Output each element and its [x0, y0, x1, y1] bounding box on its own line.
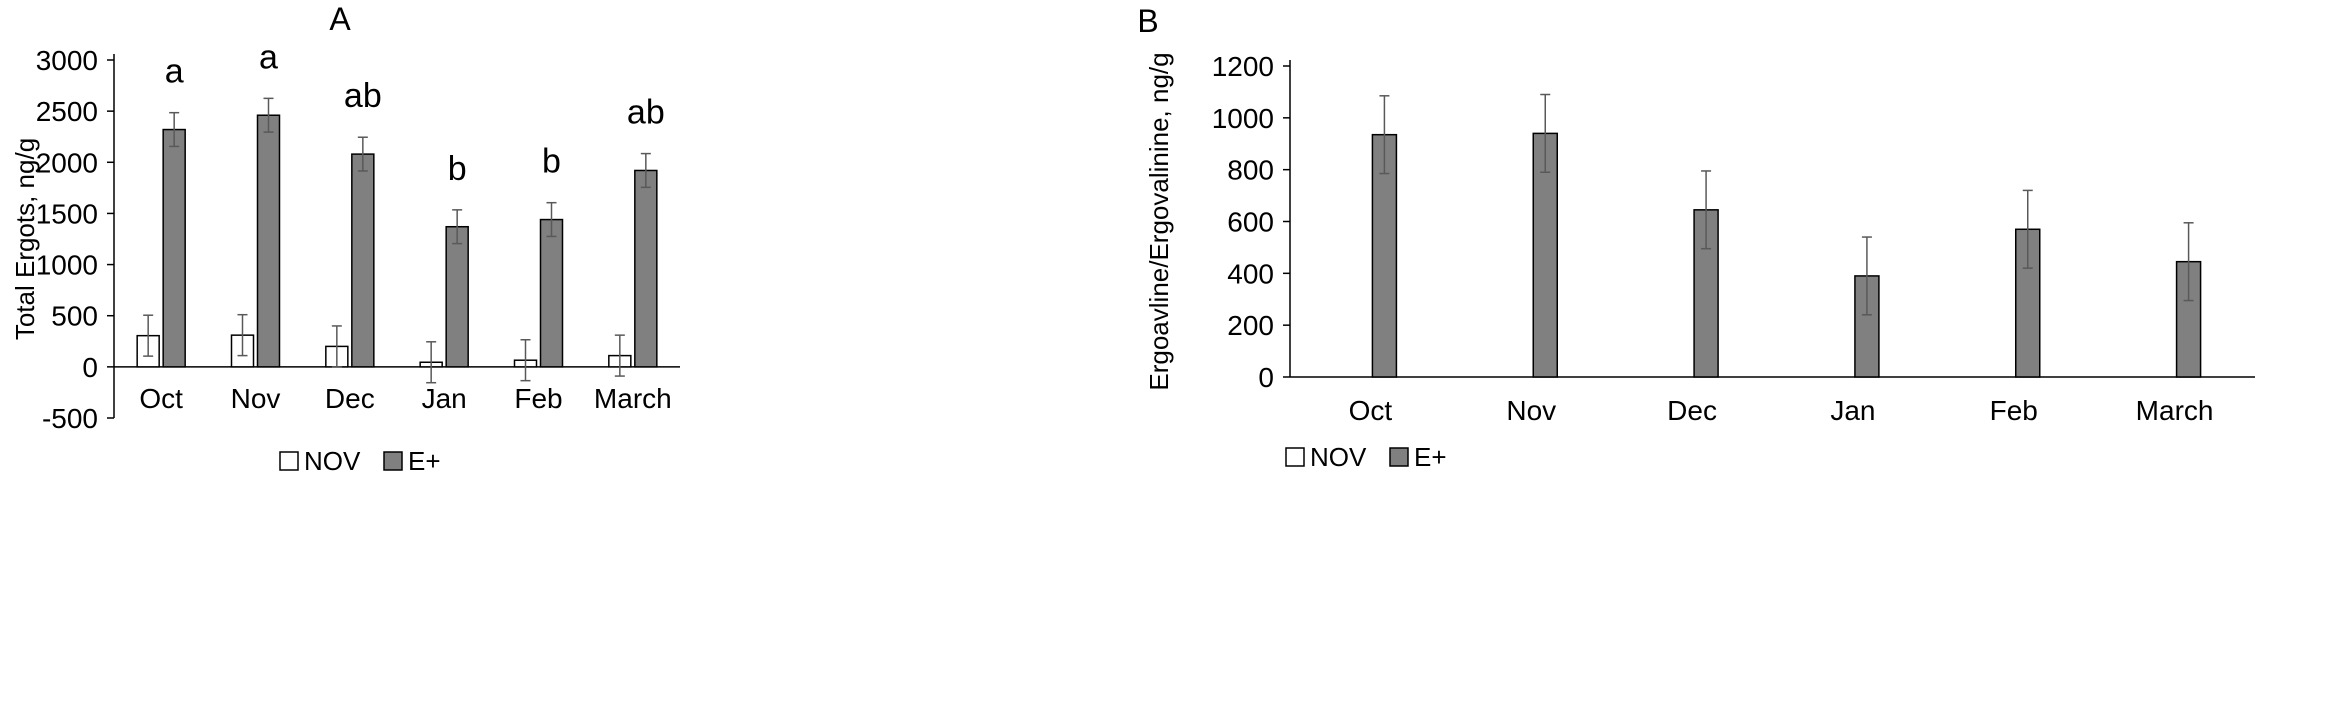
y-tick-label: 600 [1227, 207, 1274, 238]
x-tick-label: Jan [422, 383, 467, 414]
chart-b: B Ergoavline/Ergovalinine, ng/g 0 200 400 600… [1137, 3, 2255, 472]
y-axis-label: Total Ergots, ng/g [10, 138, 40, 340]
y-tick-label: -500 [42, 403, 98, 434]
significance-letter: a [259, 38, 278, 76]
x-tick-label: Oct [139, 383, 183, 414]
legend-swatch-e [383, 451, 403, 471]
y-tick-label: 800 [1227, 155, 1274, 186]
legend-label: E+ [408, 446, 441, 476]
legend-swatch-nov [1285, 447, 1305, 467]
y-tick-label: 1500 [36, 198, 98, 229]
legend-swatch-e [1389, 447, 1409, 467]
significance-letter: ab [344, 77, 382, 115]
x-tick-label: Dec [1667, 395, 1717, 426]
bar-e-oct [162, 128, 186, 368]
bar-e-jan [445, 225, 469, 368]
y-tick-label: 1000 [1212, 103, 1274, 134]
significance-letter: b [542, 143, 561, 181]
significance-letter: b [448, 150, 467, 188]
chart-title: B [1137, 3, 1158, 39]
bar-e-march [634, 169, 658, 368]
y-tick-label: 3000 [36, 45, 98, 76]
significance-letter: a [165, 53, 184, 91]
chart-a: A Total Ergots, ng/g -500 0 500 1000 1500 2000 2… [10, 1, 680, 476]
legend-swatch-nov [279, 451, 299, 471]
x-tick-label: Jan [1830, 395, 1875, 426]
y-tick-label: 200 [1227, 310, 1274, 341]
legend-label: E+ [1414, 442, 1447, 472]
x-tick-label: Feb [1990, 395, 2038, 426]
legend-label: NOV [304, 446, 361, 476]
x-tick-label: March [594, 383, 672, 414]
x-tick-label: Oct [1349, 395, 1393, 426]
bar-e-feb [539, 218, 564, 368]
x-tick-label: Feb [514, 383, 562, 414]
x-tick-label: Dec [325, 383, 375, 414]
bar-e-nov [1532, 132, 1558, 378]
bar-e-dec [351, 153, 375, 368]
y-tick-label: 0 [82, 352, 98, 383]
x-tick-label: Nov [231, 383, 281, 414]
y-tick-label: 1000 [36, 250, 98, 281]
y-tick-label: 1200 [1212, 51, 1274, 82]
x-tick-label: March [2136, 395, 2214, 426]
significance-letter: ab [627, 94, 665, 132]
y-tick-label: 500 [51, 301, 98, 332]
y-tick-label: 400 [1227, 258, 1274, 289]
x-tick-label: Nov [1506, 395, 1556, 426]
y-tick-label: 0 [1258, 362, 1274, 393]
y-tick-label: 2000 [36, 147, 98, 178]
y-axis-label: Ergoavline/Ergovalinine, ng/g [1144, 52, 1174, 390]
legend-label: NOV [1310, 442, 1367, 472]
bar-e-oct [1371, 133, 1398, 378]
bar-e-nov [256, 114, 281, 368]
chart-title: A [329, 1, 351, 37]
y-tick-label: 2500 [36, 96, 98, 127]
